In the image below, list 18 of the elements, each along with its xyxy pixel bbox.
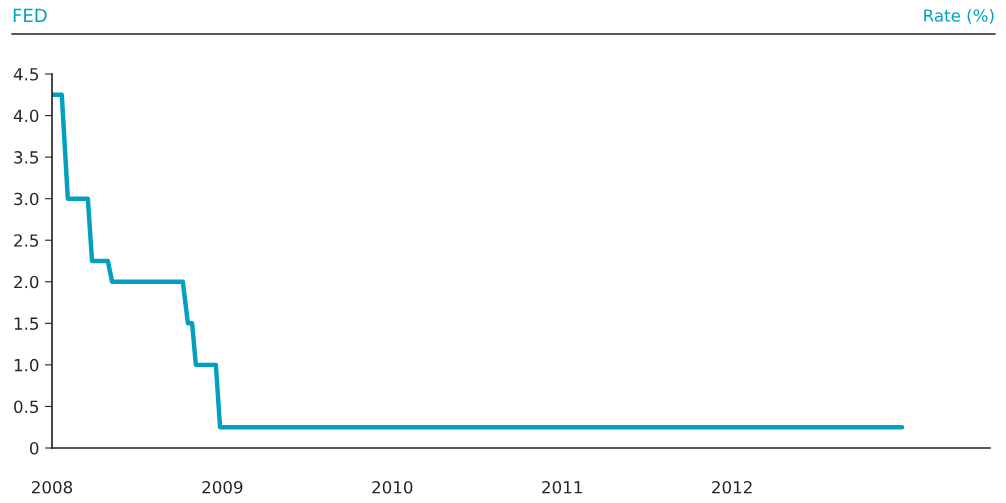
x-tick-label: 2010 — [372, 480, 413, 494]
chart-title: FED — [13, 8, 47, 22]
x-tick-label: 2009 — [202, 480, 243, 494]
y-tick-label: 2.0 — [14, 275, 39, 289]
y-tick-label: 4.0 — [13, 109, 39, 123]
y-tick-label: 1.0 — [14, 358, 39, 372]
x-tick-label: 2011 — [542, 480, 582, 494]
x-tick-label: 2008 — [32, 480, 73, 494]
y-tick-label: 4.5 — [13, 68, 39, 81]
y-tick-label: 3.5 — [14, 151, 39, 164]
y-tick-label: 2.5 — [14, 234, 39, 247]
y-axis-title: Rate (%) — [924, 8, 994, 24]
y-tick-label: 1.5 — [14, 317, 39, 330]
y-tick-label: 0.5 — [14, 400, 39, 414]
x-tick-label: 2012 — [712, 480, 752, 494]
y-tick-label: 3.0 — [14, 192, 39, 206]
y-tick-label: 0 — [29, 441, 39, 455]
line-series — [52, 92, 905, 430]
